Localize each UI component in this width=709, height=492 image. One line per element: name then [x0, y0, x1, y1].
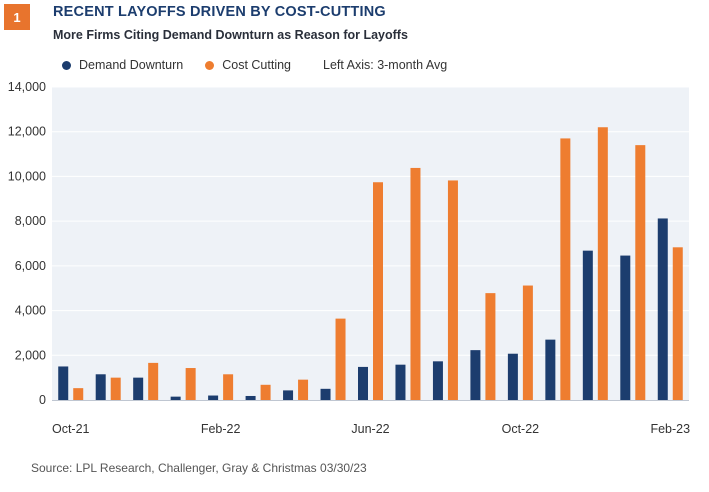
chart-title: RECENT LAYOFFS DRIVEN BY COST-CUTTING — [53, 4, 386, 20]
x-tick-label: Jun-22 — [351, 422, 389, 436]
bar-demand-downturn — [620, 255, 631, 400]
y-tick-label: 2,000 — [15, 348, 46, 362]
bar-chart: 0 2,000 4,000 6,000 8,000 10,000 12,000 14,000 O… — [8, 80, 690, 436]
bar-cost-cutting — [148, 362, 159, 400]
axis-note: Left Axis: 3-month Avg — [323, 58, 448, 72]
x-tick-label: Feb-22 — [201, 422, 241, 436]
bar-cost-cutting — [223, 374, 234, 400]
bar-demand-downturn — [470, 350, 481, 400]
bar-demand-downturn — [432, 361, 443, 400]
bar-cost-cutting — [522, 285, 533, 400]
bar-cost-cutting — [635, 145, 646, 400]
legend-swatch-cost — [205, 60, 215, 70]
bar-cost-cutting — [410, 167, 421, 400]
bar-demand-downturn — [245, 395, 256, 400]
bar-demand-downturn — [170, 396, 181, 400]
y-tick-label: 14,000 — [8, 80, 46, 94]
legend-label-cost: Cost Cutting — [222, 58, 291, 72]
legend-label-demand: Demand Downturn — [79, 58, 184, 72]
bar-demand-downturn — [657, 218, 668, 400]
bar-cost-cutting — [110, 377, 121, 400]
bar-cost-cutting — [335, 318, 346, 400]
chart-subtitle: More Firms Citing Demand Downturn as Rea… — [53, 28, 408, 42]
bar-cost-cutting — [560, 138, 571, 400]
legend-item-demand: Demand Downturn — [62, 58, 183, 72]
bar-cost-cutting — [73, 388, 84, 400]
y-tick-label: 4,000 — [15, 304, 46, 318]
bar-cost-cutting — [447, 180, 458, 400]
bar-cost-cutting — [260, 384, 271, 400]
legend-swatch-demand — [62, 60, 71, 70]
bar-demand-downturn — [283, 390, 294, 400]
y-tick-label: 8,000 — [15, 214, 46, 228]
bar-demand-downturn — [58, 366, 69, 400]
bar-cost-cutting — [597, 127, 608, 400]
bar-demand-downturn — [320, 388, 331, 400]
bar-demand-downturn — [95, 374, 106, 400]
x-tick-label: Oct-21 — [52, 422, 90, 436]
y-tick-label: 10,000 — [8, 169, 46, 183]
y-tick-label: 0 — [39, 393, 46, 407]
bar-demand-downturn — [133, 377, 144, 400]
bar-cost-cutting — [485, 293, 496, 400]
bar-demand-downturn — [208, 395, 219, 400]
x-tick-label: Feb-23 — [650, 422, 690, 436]
bar-demand-downturn — [582, 250, 593, 400]
plot-area — [52, 87, 689, 400]
source-note: Source: LPL Research, Challenger, Gray &… — [31, 461, 367, 475]
bar-demand-downturn — [395, 364, 406, 400]
legend-item-cost: Cost Cutting — [205, 58, 291, 72]
bar-cost-cutting — [298, 379, 309, 400]
bar-cost-cutting — [373, 182, 383, 400]
figure-number-badge: 1 — [4, 4, 30, 30]
bar-demand-downturn — [358, 366, 368, 400]
bar-demand-downturn — [545, 339, 556, 400]
legend: Demand Downturn Cost Cutting Left Axis: … — [62, 58, 447, 72]
y-tick-label: 12,000 — [8, 125, 46, 139]
bar-demand-downturn — [507, 353, 518, 400]
y-tick-label: 6,000 — [15, 259, 46, 273]
x-tick-label: Oct-22 — [502, 422, 540, 436]
bar-cost-cutting — [185, 368, 196, 400]
bar-cost-cutting — [672, 247, 683, 400]
